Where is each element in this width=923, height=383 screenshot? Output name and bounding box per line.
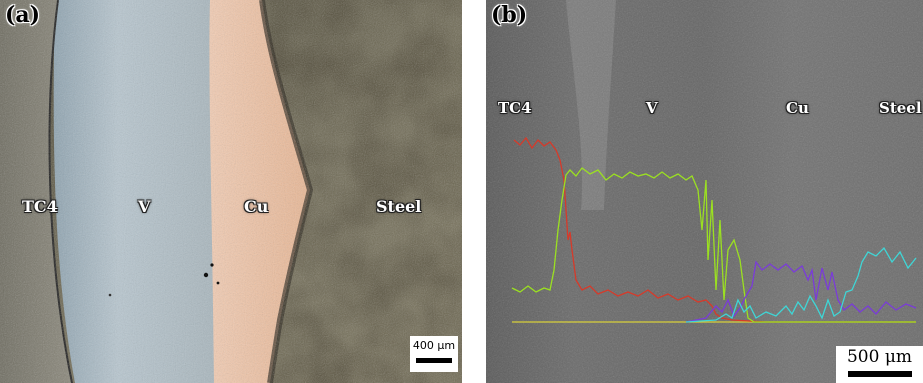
- scale-bar-b-line: [847, 371, 912, 377]
- pit-mark: [210, 263, 214, 267]
- purple-trace: [685, 260, 917, 323]
- zone-label-steel: Steel: [376, 197, 422, 216]
- zone-label-tc4: TC4: [22, 197, 58, 216]
- optical-micrograph-image: [0, 0, 462, 383]
- zone-label-tc4: TC4: [498, 99, 532, 117]
- sem-image: [486, 0, 923, 383]
- zone-label-cu: Cu: [786, 99, 809, 117]
- cyan-trace: [685, 246, 917, 323]
- zone-label-steel: Steel: [879, 99, 922, 117]
- scale-bar-b: 500 μm: [836, 346, 923, 383]
- zone-label-v: V: [138, 197, 151, 216]
- pit-mark: [108, 293, 112, 297]
- optical-micrograph-panel: (a) TC4 V Cu Steel 400 μm: [0, 0, 462, 383]
- panel-a-label: (a): [5, 2, 41, 28]
- scale-bar-a: 400 μm: [410, 336, 458, 372]
- zone-label-v: V: [646, 99, 658, 117]
- red-trace: [513, 136, 916, 323]
- sem-linescan-panel: (b) TC4 V Cu Steel 500 μm: [486, 0, 923, 383]
- panel-b-label: (b): [491, 2, 528, 28]
- zone-label-cu: Cu: [244, 197, 269, 216]
- pit-mark: [203, 272, 209, 278]
- surface-texture: [0, 0, 462, 383]
- scale-bar-a-label: 400 μm: [412, 339, 456, 352]
- green-trace: [511, 167, 916, 323]
- scale-bar-a-line: [416, 358, 452, 363]
- scale-bar-b-label: 500 μm: [846, 347, 913, 367]
- pit-mark: [216, 281, 220, 285]
